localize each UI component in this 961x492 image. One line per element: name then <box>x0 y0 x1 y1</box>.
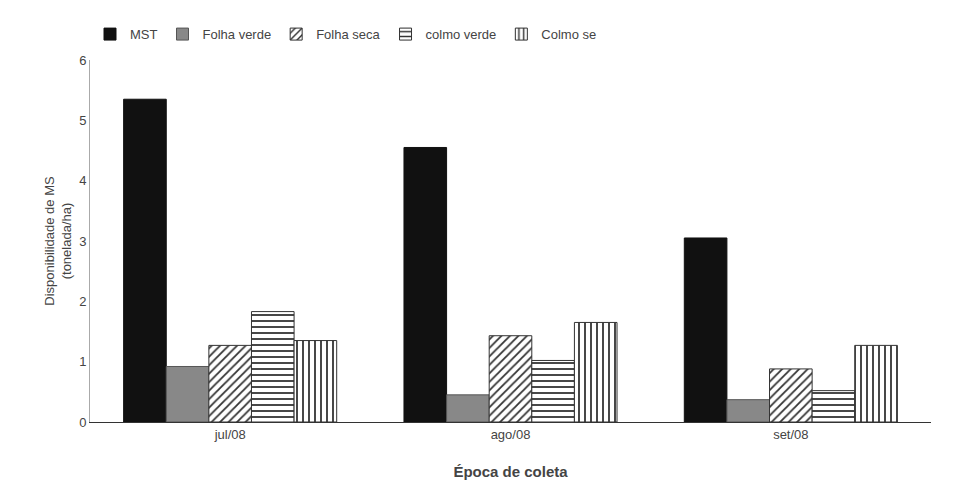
svg-text:Época de coleta: Época de coleta <box>453 463 568 480</box>
svg-text:Colmo se: Colmo se <box>541 27 596 42</box>
svg-text:Folha verde: Folha verde <box>203 27 272 42</box>
svg-text:0: 0 <box>79 415 86 430</box>
svg-text:Disponibilidade de MS(tonelada: Disponibilidade de MS(tonelada/ha) <box>42 176 74 306</box>
svg-text:6: 6 <box>79 53 86 68</box>
svg-text:3: 3 <box>79 234 86 249</box>
svg-text:MST: MST <box>130 27 158 42</box>
svg-text:2: 2 <box>79 294 86 309</box>
svg-text:colmo verde: colmo verde <box>426 27 497 42</box>
svg-text:4: 4 <box>79 173 86 188</box>
svg-text:ago/08: ago/08 <box>491 427 531 442</box>
svg-text:Folha seca: Folha seca <box>316 27 380 42</box>
svg-text:set/08: set/08 <box>773 427 808 442</box>
svg-text:5: 5 <box>79 113 86 128</box>
svg-text:1: 1 <box>79 354 86 369</box>
svg-text:jul/08: jul/08 <box>214 427 246 442</box>
